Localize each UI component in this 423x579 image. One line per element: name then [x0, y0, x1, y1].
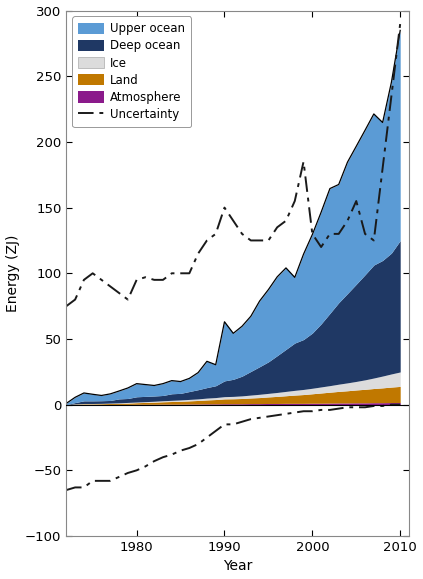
- X-axis label: Year: Year: [223, 559, 253, 573]
- Legend: Upper ocean, Deep ocean, Ice, Land, Atmosphere, Uncertainty: Upper ocean, Deep ocean, Ice, Land, Atmo…: [72, 16, 191, 127]
- Y-axis label: Energy (ZJ): Energy (ZJ): [5, 234, 19, 312]
